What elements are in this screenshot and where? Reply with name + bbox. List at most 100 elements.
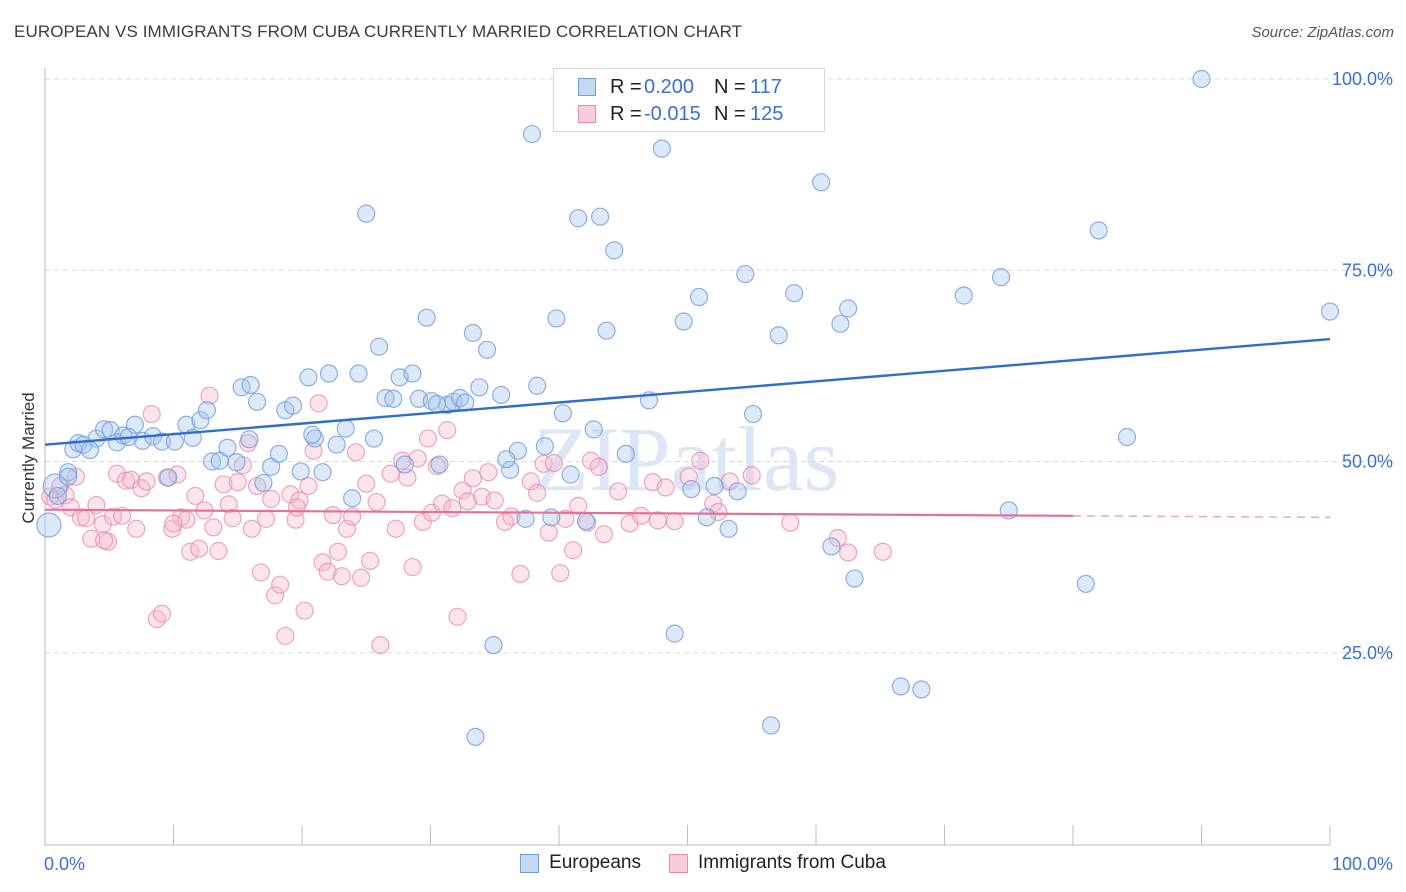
european-point [95, 420, 114, 439]
european-point [569, 209, 588, 228]
y-tick-label: 75.0% [1342, 260, 1393, 280]
european-point [522, 124, 542, 144]
european-point [743, 404, 763, 424]
european-point [395, 455, 414, 474]
cuba-point [873, 542, 892, 561]
cuba-point [609, 482, 628, 501]
cuba-point [287, 498, 306, 517]
cuba-point [564, 541, 583, 560]
cuba-point [357, 474, 376, 493]
cuba-point [271, 575, 290, 594]
cuba-point [485, 491, 504, 510]
cuba-point [299, 476, 318, 496]
cuba-point [463, 469, 483, 488]
cuba-point [262, 489, 281, 509]
y-tick-label: 100.0% [1332, 69, 1393, 89]
cuba-point [276, 626, 295, 646]
cuba-point [781, 513, 800, 532]
cuba-point [443, 499, 462, 518]
cuba-point [309, 394, 328, 413]
european-point [1076, 574, 1095, 594]
european-point [785, 284, 804, 303]
european-point [417, 308, 436, 327]
european-point [822, 537, 841, 556]
cuba-point [295, 601, 314, 620]
x-tick-label: 100.0% [1332, 854, 1393, 874]
legend-r-value: -0.015 [644, 102, 701, 125]
axes [44, 68, 1331, 846]
european-point [912, 680, 931, 699]
cuba-trend-extension [1072, 515, 1331, 519]
cuba-point [386, 519, 405, 538]
cuba-points [41, 386, 892, 655]
cuba-point [190, 539, 209, 558]
legend-item-europeans[interactable]: Europeans [520, 852, 641, 874]
european-point [689, 287, 709, 307]
cuba-point [137, 472, 156, 491]
european-point [247, 392, 267, 411]
legend-row-europeans: R = 0.200 N = 117 [578, 75, 782, 99]
cuba-point [361, 551, 380, 571]
european-point [430, 455, 449, 474]
european-point [422, 391, 441, 411]
legend-n-label: N = [714, 102, 746, 125]
european-point [584, 420, 603, 439]
european-point [652, 139, 671, 158]
european-point [241, 375, 260, 395]
legend-r-label: R = [610, 75, 642, 98]
european-point [152, 432, 172, 451]
cuba-point [95, 531, 114, 550]
cuba-point [352, 568, 371, 587]
european-point [384, 389, 403, 408]
y-tick-label: 25.0% [1342, 643, 1393, 663]
european-point [327, 435, 346, 454]
european-point [492, 385, 511, 405]
european-point [336, 419, 355, 438]
chart-title: EUROPEAN VS IMMIGRANTS FROM CUBA CURRENT… [14, 22, 743, 41]
cuba-point [453, 481, 472, 500]
european-point [59, 463, 78, 482]
cuba-point [242, 519, 261, 538]
european-point [303, 425, 322, 444]
cuba-point [665, 512, 684, 531]
legend-swatch-blue [578, 78, 596, 96]
european-point [343, 489, 362, 508]
correlation-legend: R = 0.200 N = 117 R = -0.015 N = 125 [553, 68, 825, 132]
cuba-point [142, 404, 161, 424]
european-point [36, 512, 62, 538]
cuba-point [534, 454, 553, 473]
european-point [227, 453, 246, 472]
cuba-point [186, 486, 205, 506]
x-tick-label: 0.0% [44, 854, 85, 874]
cuba-point [219, 495, 238, 514]
european-point [254, 473, 273, 493]
cuba-point [569, 496, 588, 515]
cuba-point [112, 506, 132, 525]
cuba-point [528, 483, 547, 502]
european-point [991, 268, 1011, 287]
cuba-point [332, 567, 351, 586]
cuba-point [479, 463, 498, 482]
cuba-point [323, 505, 342, 525]
cuba-point [251, 563, 270, 582]
european-point [761, 716, 781, 735]
trend-lines [44, 337, 1331, 519]
cuba-point [742, 466, 761, 485]
european-point [553, 404, 572, 423]
cuba-point [556, 509, 575, 528]
european-point [839, 299, 858, 318]
cuba-point [709, 502, 728, 522]
legend-label-cuba: Immigrants from Cuba [697, 852, 886, 873]
cuba-point [228, 473, 247, 492]
cuba-point [403, 557, 422, 577]
european-point [349, 364, 368, 383]
legend-item-cuba[interactable]: Immigrants from Cuba [668, 852, 886, 874]
european-point [48, 486, 67, 506]
european-point [477, 340, 497, 359]
european-point [697, 508, 716, 527]
europeans-points [36, 69, 1340, 747]
european-point [528, 376, 547, 395]
cuba-point [371, 635, 390, 655]
y-tick-label: 50.0% [1342, 452, 1393, 472]
european-point [547, 309, 566, 328]
